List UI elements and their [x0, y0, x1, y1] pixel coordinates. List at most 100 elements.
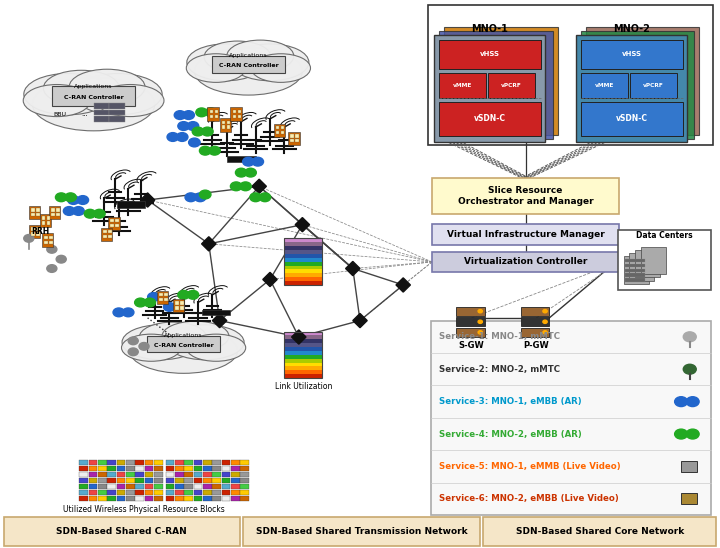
Bar	[180, 306, 184, 310]
Circle shape	[185, 193, 197, 202]
Ellipse shape	[43, 70, 120, 106]
Bar	[432, 178, 619, 214]
Circle shape	[47, 246, 57, 253]
Bar	[231, 478, 240, 483]
Bar	[288, 132, 300, 145]
Bar	[233, 110, 236, 113]
Circle shape	[675, 429, 688, 439]
Text: Service-4: MNO-2, eMBB (AR): Service-4: MNO-2, eMBB (AR)	[439, 430, 582, 438]
Bar	[233, 115, 236, 118]
Bar	[284, 332, 322, 335]
Bar	[103, 230, 107, 233]
Circle shape	[686, 429, 699, 439]
Text: C-RAN Controller: C-RAN Controller	[154, 343, 213, 348]
Circle shape	[194, 193, 206, 202]
Polygon shape	[295, 218, 310, 232]
Bar	[89, 490, 97, 495]
Bar	[107, 478, 116, 483]
Bar	[432, 252, 619, 272]
Bar	[274, 124, 285, 137]
Bar	[240, 490, 249, 495]
Circle shape	[683, 364, 696, 374]
Bar	[51, 213, 55, 216]
Circle shape	[235, 168, 247, 177]
Bar	[194, 496, 202, 501]
Bar	[240, 460, 249, 465]
Bar	[227, 125, 230, 129]
Bar	[456, 317, 485, 327]
Bar	[488, 73, 535, 98]
Text: BBU: BBU	[53, 112, 66, 117]
Circle shape	[183, 111, 194, 119]
Bar	[238, 110, 241, 113]
Ellipse shape	[122, 325, 200, 360]
Text: Service-5: MNO-1, eMMB (Live Video): Service-5: MNO-1, eMMB (Live Video)	[439, 462, 621, 471]
Bar	[117, 472, 125, 477]
Circle shape	[245, 168, 256, 177]
Bar	[107, 496, 116, 501]
Circle shape	[187, 290, 199, 299]
Text: vMME: vMME	[453, 83, 472, 88]
Text: P-GW: P-GW	[523, 341, 549, 350]
Bar	[145, 496, 153, 501]
Bar	[184, 460, 193, 465]
Ellipse shape	[231, 44, 309, 81]
Circle shape	[135, 298, 146, 307]
Bar	[284, 370, 322, 374]
Bar	[117, 201, 145, 208]
Bar	[284, 258, 322, 262]
Bar	[98, 472, 107, 477]
Bar	[618, 230, 711, 290]
Bar	[231, 466, 240, 471]
Ellipse shape	[187, 44, 265, 81]
Bar	[98, 466, 107, 471]
Bar	[98, 490, 107, 495]
Bar	[175, 484, 184, 489]
Circle shape	[55, 193, 67, 202]
Bar	[222, 121, 225, 124]
Text: Applications: Applications	[164, 333, 203, 338]
Bar	[203, 484, 212, 489]
Bar	[624, 256, 649, 284]
Circle shape	[543, 330, 547, 334]
Bar	[231, 484, 240, 489]
Bar	[79, 478, 88, 483]
Bar	[135, 496, 144, 501]
Ellipse shape	[186, 54, 246, 82]
Bar	[42, 216, 45, 220]
Bar	[126, 496, 135, 501]
Bar	[439, 40, 541, 69]
Bar	[36, 232, 40, 236]
Bar	[284, 335, 322, 339]
Bar	[576, 35, 687, 142]
Circle shape	[176, 133, 188, 141]
Ellipse shape	[130, 328, 238, 373]
Ellipse shape	[96, 84, 164, 117]
Bar	[126, 490, 135, 495]
Bar	[212, 484, 221, 489]
Bar	[145, 484, 153, 489]
Polygon shape	[212, 313, 227, 328]
Bar	[107, 466, 116, 471]
Text: Service-6: MNO-2, eMBB (Live Video): Service-6: MNO-2, eMBB (Live Video)	[439, 494, 619, 504]
Bar	[79, 472, 88, 477]
Polygon shape	[202, 237, 216, 251]
Circle shape	[56, 255, 66, 263]
Bar	[194, 472, 202, 477]
Circle shape	[187, 122, 199, 130]
Bar	[49, 241, 53, 244]
Ellipse shape	[227, 40, 294, 72]
Circle shape	[63, 207, 75, 215]
Ellipse shape	[194, 48, 302, 95]
Ellipse shape	[24, 73, 112, 115]
Text: Utilized Wireless Physical Resource Blocks: Utilized Wireless Physical Resource Bloc…	[63, 505, 225, 514]
Bar	[135, 490, 144, 495]
Bar	[439, 102, 541, 136]
Circle shape	[167, 133, 179, 141]
Circle shape	[73, 207, 84, 215]
Bar	[159, 293, 163, 296]
Bar	[154, 490, 163, 495]
Bar	[31, 227, 35, 231]
Bar	[230, 107, 242, 121]
Bar	[284, 266, 322, 270]
